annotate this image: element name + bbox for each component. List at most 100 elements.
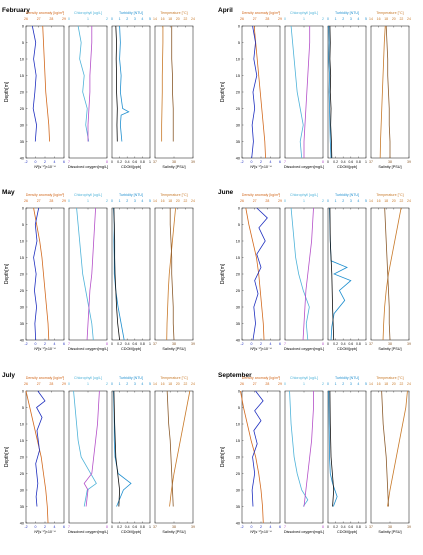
month-label: June [218,189,234,196]
depth-tick-label: 30 [236,306,240,310]
depth-tick-label: 5 [22,223,24,227]
top-tick-label: 1 [87,199,89,203]
top-tick-label: 20 [176,17,180,21]
depth-tick-label: 10 [20,423,24,427]
top-tick-label: 20 [176,382,180,386]
top-tick-label: 14 [369,199,373,203]
depth-tick-label: 30 [20,489,24,493]
top-tick-label: 3 [350,17,352,21]
top-tick-label: 0 [111,199,113,203]
depth-tick-label: 40 [236,339,240,343]
depth-tick-label: 25 [20,472,24,476]
top-axis-label: Chlorophyll [ug/L] [290,11,318,15]
bottom-tick-label: 37 [153,342,157,346]
depth-tick-label: 30 [20,306,24,310]
bottom-tick-label: 7 [68,525,70,529]
bottom-axis-label: Dissolved oxygen[mg/L] [284,347,324,351]
panel-turb-cdom: Turbidity [NTU] 0 1 2 3 4 5 0 0.2 0.4 0.6 0.8 1 CDOM[… [327,376,367,534]
bottom-tick-label: 39 [191,342,195,346]
top-tick-label: 29 [278,199,282,203]
bottom-tick-label: 0.4 [341,525,346,529]
bottom-tick-label: 0 [35,525,37,529]
depth-tick-label: 35 [236,505,240,509]
top-tick-label: 27 [253,17,257,21]
top-axis-label: Density anomaly [kg/m³] [26,376,65,380]
bottom-tick-label: 37 [369,525,373,529]
depth-tick-label: 40 [20,522,24,526]
series-line-temp [161,26,164,142]
top-tick-label: 1 [335,382,337,386]
top-axis-label: Turbidity [NTU] [335,376,359,380]
panel-turb-cdom: Turbidity [NTU] 0 1 2 3 4 5 0 0.2 0.4 0.6 0.8 1 CDOM[… [111,11,151,169]
panel-frame [25,25,65,159]
series-line-chl [77,25,90,142]
bottom-tick-label: 0.2 [117,342,122,346]
bottom-tick-label: 0 [35,160,37,164]
profile-block-september: September Depth[m] Density anomaly [kg/m³]… [218,372,411,534]
top-axis-label: Turbidity [NTU] [335,193,359,197]
series-line-temp [387,390,408,507]
bottom-tick-label: 1 [149,525,151,529]
top-axis-label: Temperature [°C] [160,193,187,197]
bottom-tick-label: 0 [111,160,113,164]
bottom-tick-label: 39 [407,160,411,164]
top-tick-label: 1 [303,199,305,203]
series-line-n2 [251,390,264,507]
top-tick-label: 2 [126,382,128,386]
depth-tick-label: 20 [236,273,240,277]
bottom-tick-label: 7 [68,160,70,164]
panel-temp-sal: Temperature [°C]14 16 18 20 22 24 37 38 39 Salini… [153,193,195,351]
panel-temp-sal: Temperature [°C]14 16 18 20 22 24 37 38 39 Salini… [153,376,195,534]
top-tick-label: 14 [369,17,373,21]
bottom-tick-label: 0 [251,160,253,164]
top-tick-label: 1 [87,382,89,386]
panel-turb-cdom: Turbidity [NTU] 0 1 2 3 4 5 0 0.2 0.4 0.6 0.8 1 CDOM[… [327,193,367,351]
top-tick-label: 27 [37,199,41,203]
top-tick-label: 14 [153,17,157,21]
depth-tick-label: 0 [238,207,240,211]
top-tick-label: 2 [342,382,344,386]
top-tick-label: 27 [253,382,257,386]
depth-tick-label: 30 [236,489,240,493]
panel-frame [327,207,367,341]
series-line-sal [169,208,175,341]
top-tick-label: 0 [68,199,70,203]
top-axis-label: Turbidity [NTU] [119,11,143,15]
top-tick-label: 0 [68,17,70,21]
top-tick-label: 16 [161,382,165,386]
panel-turb-cdom: Turbidity [NTU] 0 1 2 3 4 5 0 0.2 0.4 0.6 0.8 1 CDOM[… [111,376,151,534]
top-tick-label: 27 [37,17,41,21]
bottom-tick-label: 1 [149,342,151,346]
top-tick-label: 5 [149,17,151,21]
bottom-tick-label: 6 [279,525,281,529]
top-axis-label: Temperature [°C] [376,193,403,197]
depth-axis-label: Depth[m] [4,263,10,284]
bottom-axis-label: CDOM[ppb] [121,530,141,534]
panel-temp-sal: Temperature [°C]14 16 18 20 22 24 37 38 39 Salini… [153,11,195,169]
top-tick-label: 29 [278,382,282,386]
bottom-tick-label: 38 [172,342,176,346]
depth-tick-label: 20 [20,273,24,277]
bottom-tick-label: 8 [322,342,324,346]
depth-tick-label: 5 [22,406,24,410]
depth-tick-label: 35 [236,140,240,144]
panel-density-n2: Density anomaly [kg/m³] 26 27 28 29 -2 0 2 4 6 N²[… [20,11,66,169]
bottom-tick-label: 0.6 [132,342,137,346]
top-tick-label: 29 [62,17,66,21]
bottom-tick-label: 0.8 [356,160,361,164]
top-tick-label: 22 [399,17,403,21]
top-tick-label: 24 [407,17,411,21]
top-tick-label: 0 [68,382,70,386]
depth-tick-label: 15 [20,74,24,78]
panel-frame [25,207,65,341]
bottom-tick-label: 38 [172,160,176,164]
top-tick-label: 18 [168,382,172,386]
bottom-tick-label: 7 [284,160,286,164]
depth-tick-label: 0 [22,207,24,211]
month-label: February [2,7,30,14]
depth-tick-label: 40 [20,157,24,161]
top-tick-label: 18 [384,199,388,203]
top-tick-label: 0 [284,17,286,21]
